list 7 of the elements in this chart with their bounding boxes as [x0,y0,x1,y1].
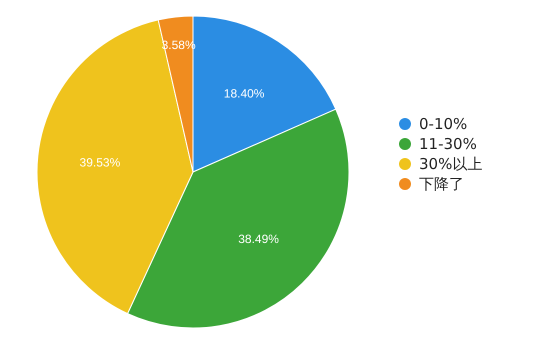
data-label: 18.40% [224,86,265,101]
legend-label: 30%以上 [419,155,482,173]
legend-label: 下降了 [419,175,464,193]
data-label: 39.53% [80,155,121,170]
data-label: 38.49% [238,232,280,246]
legend-label: 0-10% [419,115,468,133]
legend-label: 11-30% [419,135,477,153]
